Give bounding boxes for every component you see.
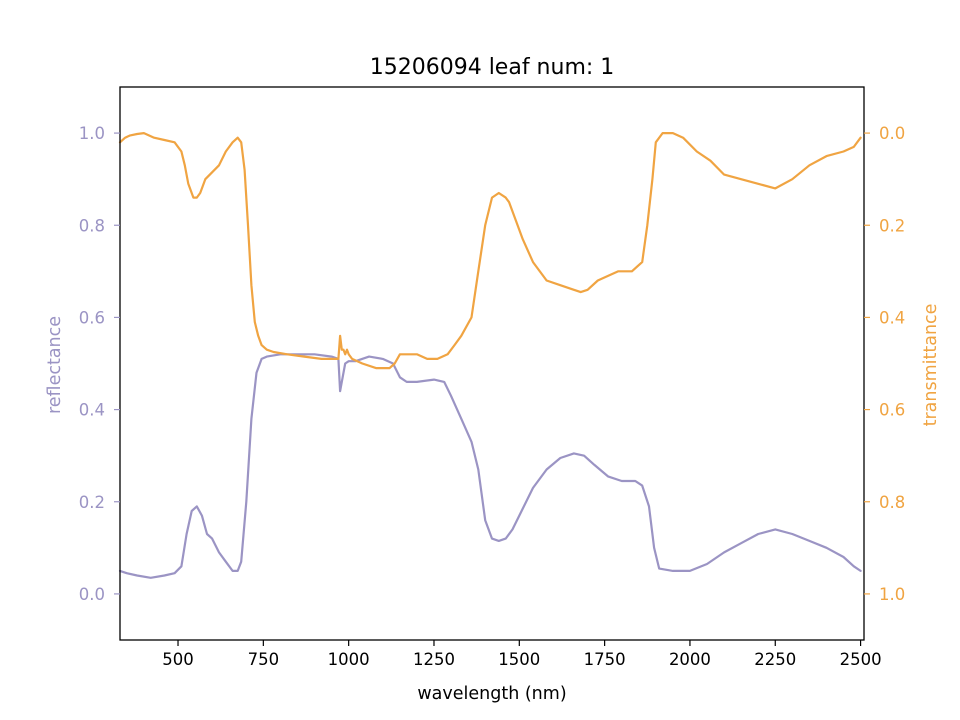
x-axis-ticks: 500 750 1000 1250 1500 1750 2000 2250 2500: [162, 640, 882, 669]
x-tick-label: 2000: [669, 650, 711, 669]
chart-title: 15206094 leaf num: 1: [370, 55, 615, 80]
x-tick-label: 500: [162, 650, 194, 669]
series-layer: [118, 132, 862, 579]
y-left-axis-ticks: 0.0 0.2 0.4 0.6 0.8 1.0: [79, 124, 120, 604]
y-right-axis-ticks: 0.0 0.2 0.4 0.6 0.8 1.0: [864, 124, 905, 604]
x-tick-label: 2250: [754, 650, 796, 669]
x-tick-label: 750: [248, 650, 280, 669]
y-right-tick-label: 0.6: [879, 401, 905, 420]
reflectance-line: [118, 353, 862, 579]
x-tick-label: 1250: [413, 650, 455, 669]
y-left-tick-label: 0.4: [79, 401, 105, 420]
plot-frame: [119, 86, 865, 641]
y-right-tick-label: 0.2: [879, 216, 905, 235]
y-left-axis-label: reflectance: [45, 316, 65, 414]
y-left-tick-label: 0.6: [79, 308, 105, 327]
y-left-tick-label: 0.0: [79, 585, 105, 604]
y-right-tick-label: 0.8: [879, 493, 905, 512]
y-right-tick-label: 0.0: [879, 124, 905, 143]
y-right-tick-label: 0.4: [879, 308, 905, 327]
y-right-axis-label: transmittance: [921, 304, 941, 427]
x-tick-label: 2500: [840, 650, 882, 669]
x-axis-label: wavelength (nm): [417, 684, 566, 704]
x-tick-label: 1750: [584, 650, 626, 669]
transmittance-line: [118, 132, 862, 370]
x-tick-label: 1500: [498, 650, 540, 669]
y-right-tick-label: 1.0: [879, 585, 905, 604]
y-left-tick-label: 0.2: [79, 493, 105, 512]
y-left-tick-label: 1.0: [79, 124, 105, 143]
x-tick-label: 1000: [328, 650, 370, 669]
y-left-tick-label: 0.8: [79, 216, 105, 235]
